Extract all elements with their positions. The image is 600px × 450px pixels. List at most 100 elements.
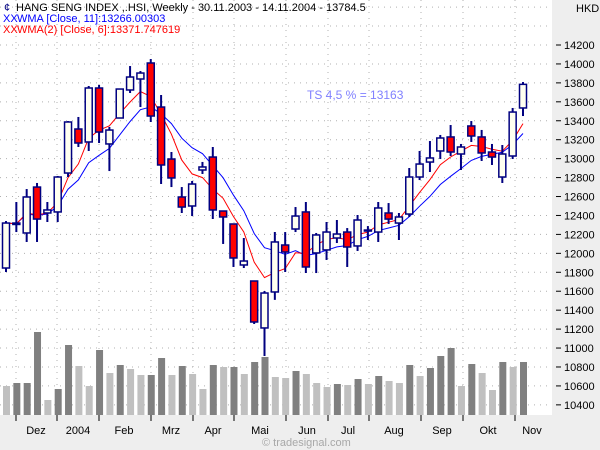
plot-area[interactable] <box>0 0 552 415</box>
candle <box>187 180 197 217</box>
volume-bar <box>261 357 269 415</box>
volume-bar <box>271 377 279 415</box>
candle-body <box>508 111 517 157</box>
volume-bar <box>3 386 10 415</box>
candle <box>394 212 404 240</box>
candle <box>342 228 352 267</box>
x-tick-label: Feb <box>115 425 134 437</box>
candle <box>446 125 455 156</box>
volume-bar <box>416 376 424 415</box>
candle-body <box>456 146 466 155</box>
candle <box>63 121 73 178</box>
candle <box>84 86 93 151</box>
x-tick-label: Nov <box>522 425 542 437</box>
candle <box>301 202 311 274</box>
y-tick-label: 11400 <box>564 305 594 317</box>
candle-body <box>342 231 352 248</box>
y-tick-label: 14000 <box>564 59 595 71</box>
candle-body <box>218 210 228 218</box>
candle-body <box>405 176 414 215</box>
volume-bar <box>302 374 310 415</box>
candle <box>384 203 393 224</box>
volume-bar <box>209 365 217 415</box>
candle <box>94 84 104 144</box>
x-tick-label: Mrz <box>162 425 180 437</box>
candle-body <box>208 156 218 211</box>
candle-body <box>467 125 476 137</box>
volume-bar <box>251 362 259 415</box>
candle-body <box>136 72 145 80</box>
candle-body <box>229 223 238 259</box>
candle <box>136 71 145 108</box>
candle-body <box>332 233 342 239</box>
volume-bar <box>158 358 166 415</box>
candle-body <box>239 260 249 266</box>
candle-body <box>94 87 104 133</box>
volume-bar <box>147 375 155 415</box>
candle-body <box>425 157 435 163</box>
y-tick-label: 11800 <box>564 267 594 279</box>
candle-body <box>353 219 362 247</box>
x-tick-label: Okt <box>479 425 496 437</box>
volume-bar <box>75 366 83 415</box>
volume-bar <box>220 367 228 415</box>
volume-bar <box>447 348 455 415</box>
candle <box>487 143 497 165</box>
y-tick-label: 11000 <box>564 343 594 355</box>
volume-bar <box>230 367 238 415</box>
candle <box>249 280 259 324</box>
legend-wma6[interactable]: WMA(2) [Close, 6]:13371.747619 <box>17 24 180 36</box>
candle <box>467 121 476 142</box>
candle <box>270 232 280 300</box>
y-axis: 10400 10600 10800 11000 11200 11400 11600 11800… <box>556 40 595 412</box>
y-tick-label: 13600 <box>564 97 595 109</box>
candle <box>322 221 331 260</box>
candle <box>115 88 124 119</box>
candle <box>74 116 83 147</box>
legend-wma11[interactable]: WMA [Close, 11]:13266.00303 <box>17 13 165 25</box>
candle <box>146 59 156 122</box>
candle-body <box>146 62 156 117</box>
ts-annotation: TS 4,5 % = 13163 <box>307 88 404 102</box>
x-tick-label: Aug <box>384 425 404 437</box>
volume-bar <box>426 368 434 415</box>
y-tick-label: 12000 <box>564 248 595 260</box>
candle <box>508 107 517 160</box>
candle <box>177 187 187 213</box>
x-axis: Dez 2004 Feb Mrz Apr Mai Jun Jul Aug Sep Okt Nov <box>15 415 542 437</box>
volume-bar <box>354 379 362 415</box>
volume-bar <box>520 362 527 415</box>
candle <box>105 127 114 172</box>
y-tick-label: 13800 <box>564 78 595 90</box>
price-series-icon: ¢ <box>4 2 10 14</box>
volume-bar <box>488 390 496 415</box>
candle <box>311 232 321 274</box>
candle <box>498 145 507 183</box>
y-tick-label: 13000 <box>564 154 595 166</box>
candle <box>425 141 435 172</box>
candle-body <box>477 136 486 154</box>
x-tick-label: Dez <box>26 425 46 437</box>
candle <box>53 175 62 222</box>
candle <box>1 221 11 272</box>
volume-bar <box>44 400 52 415</box>
volume-bar <box>406 365 414 415</box>
candle-body <box>115 88 124 119</box>
wma6-icon: XX <box>3 24 18 36</box>
y-tick-label: 14200 <box>564 40 595 52</box>
candle <box>436 134 445 160</box>
y-tick-label: 12800 <box>564 173 595 185</box>
volume-bar <box>240 374 248 415</box>
candle <box>477 129 486 162</box>
candle-body <box>498 153 507 178</box>
candle <box>518 82 528 117</box>
candle-body <box>12 222 21 226</box>
volume-bar <box>178 366 186 415</box>
y-tick-label: 10800 <box>564 362 595 374</box>
volume-bar <box>137 375 145 415</box>
candle <box>32 182 42 242</box>
y-tick-label: 11600 <box>564 286 594 298</box>
x-tick-label: Apr <box>204 425 221 437</box>
chart-title: HANG SENG INDEX ,.HSI, Weekly - 30.11.20… <box>16 2 366 14</box>
